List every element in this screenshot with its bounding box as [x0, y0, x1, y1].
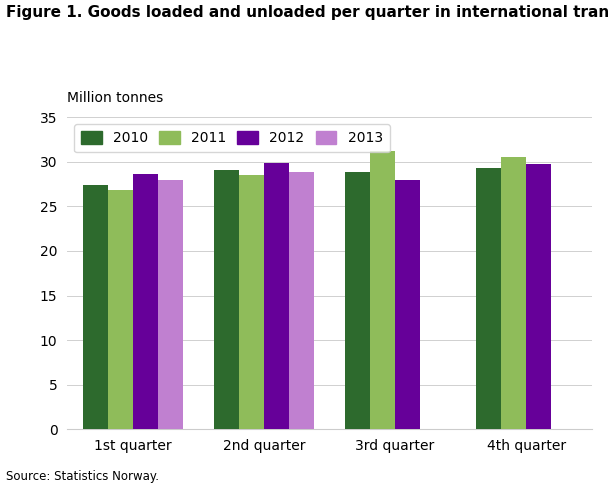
Bar: [264, 163, 289, 429]
Bar: [476, 168, 501, 429]
Bar: [501, 157, 526, 429]
Bar: [345, 172, 370, 429]
Text: Million tonnes: Million tonnes: [67, 91, 163, 105]
Bar: [83, 185, 108, 429]
Bar: [108, 190, 132, 429]
Bar: [370, 151, 395, 429]
Bar: [395, 181, 420, 429]
Bar: [157, 181, 182, 429]
Bar: [239, 175, 264, 429]
Bar: [289, 172, 314, 429]
Text: Figure 1. Goods loaded and unloaded per quarter in international transport: Figure 1. Goods loaded and unloaded per …: [6, 5, 610, 20]
Legend: 2010, 2011, 2012, 2013: 2010, 2011, 2012, 2013: [74, 124, 390, 152]
Bar: [526, 163, 551, 429]
Text: Source: Statistics Norway.: Source: Statistics Norway.: [6, 470, 159, 483]
Bar: [214, 170, 239, 429]
Bar: [132, 174, 157, 429]
